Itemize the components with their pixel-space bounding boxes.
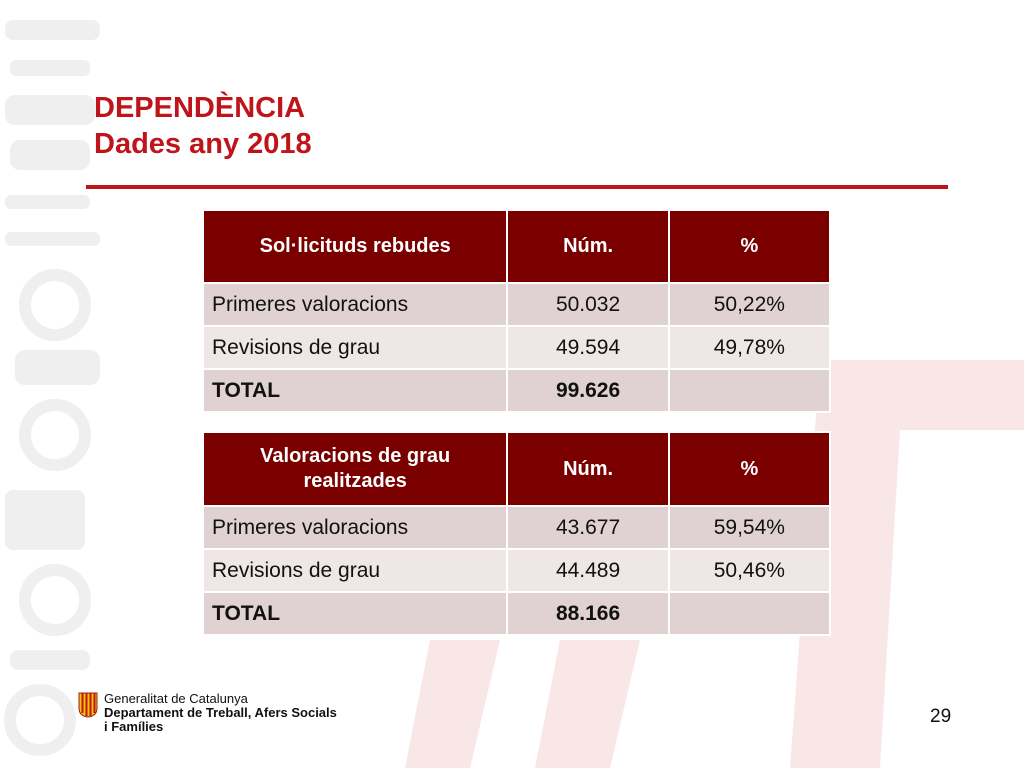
row-label: Revisions de grau (204, 327, 507, 368)
page-title: DEPENDÈNCIA Dades any 2018 (94, 90, 312, 162)
table-row: Revisions de grau 44.489 50,46% (204, 550, 829, 591)
row-pct: 49,78% (669, 327, 829, 368)
department-name: Departament de Treball, Afers Socials (104, 705, 337, 720)
header-num: Núm. (508, 433, 668, 505)
page-number: 29 (930, 706, 952, 727)
total-num: 88.166 (508, 593, 668, 634)
header-pct: % (669, 433, 829, 505)
header-pct: % (669, 211, 829, 282)
table-row: Revisions de grau 49.594 49,78% (204, 327, 829, 368)
total-pct (669, 593, 829, 634)
solicituds-table: Sol·licituds rebudes Núm. % Primeres val… (202, 209, 831, 413)
row-pct: 59,54% (669, 507, 829, 548)
table-total-row: TOTAL 99.626 (204, 370, 829, 411)
row-pct: 50,46% (669, 550, 829, 591)
department-name-cont: i Famílies (104, 719, 164, 734)
row-num: 44.489 (508, 550, 668, 591)
table-header-row: Sol·licituds rebudes Núm. % (204, 211, 829, 282)
table-header-row: Valoracions de grau realitzades Núm. % (204, 433, 829, 505)
row-num: 49.594 (508, 327, 668, 368)
row-pct: 50,22% (669, 284, 829, 325)
table-row: Primeres valoracions 43.677 59,54% (204, 507, 829, 548)
total-label: TOTAL (204, 370, 507, 411)
header-solicituds: Sol·licituds rebudes (204, 211, 507, 282)
table-row: Primeres valoracions 50.032 50,22% (204, 284, 829, 325)
table-total-row: TOTAL 88.166 (204, 593, 829, 634)
row-label: Primeres valoracions (204, 507, 507, 548)
row-label: Revisions de grau (204, 550, 507, 591)
row-num: 50.032 (508, 284, 668, 325)
total-num: 99.626 (508, 370, 668, 411)
total-label: TOTAL (204, 593, 507, 634)
title-line-1: DEPENDÈNCIA (94, 92, 306, 124)
title-divider (86, 185, 948, 189)
valoracions-table: Valoracions de grau realitzades Núm. % P… (202, 431, 831, 636)
generalitat-logo-icon (78, 692, 98, 718)
row-num: 43.677 (508, 507, 668, 548)
header-valoracions: Valoracions de grau realitzades (204, 433, 507, 505)
total-pct (669, 370, 829, 411)
footer-org-text: Generalitat de Catalunya Departament de … (104, 692, 404, 734)
header-num: Núm. (508, 211, 668, 282)
org-name: Generalitat de Catalunya (104, 691, 248, 706)
title-line-2: Dades any 2018 (94, 128, 312, 160)
row-label: Primeres valoracions (204, 284, 507, 325)
